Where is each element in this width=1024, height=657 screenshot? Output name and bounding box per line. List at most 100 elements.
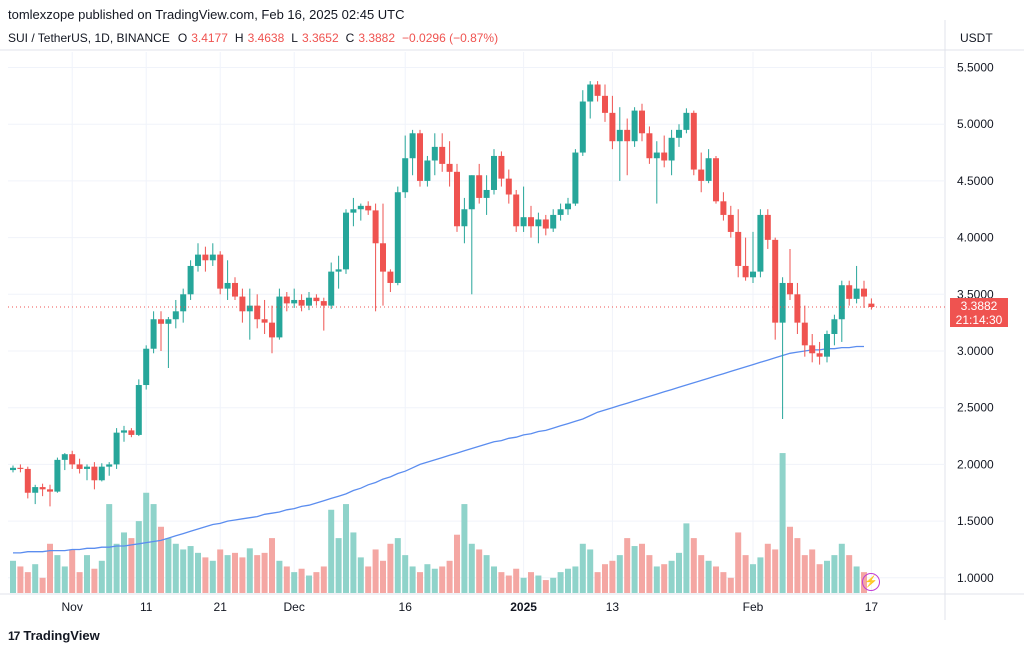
volume-bar — [84, 555, 90, 593]
candle-body — [224, 282, 231, 289]
last-price-tag: 3.3882 21:14:30 — [950, 298, 1008, 327]
candle-body — [328, 271, 335, 306]
volume-bar — [616, 555, 623, 593]
volume-bar — [853, 566, 860, 593]
candle-body — [705, 158, 712, 181]
candle-body — [365, 205, 372, 211]
candle-body — [483, 189, 490, 198]
volume-bar — [824, 560, 830, 593]
candle-body — [84, 466, 90, 469]
volume-bar — [135, 521, 142, 593]
volume-bar — [846, 555, 853, 593]
low-value: 3.3652 — [301, 31, 339, 45]
candle-body — [106, 464, 113, 467]
volume-bar — [661, 564, 668, 593]
candle-body — [409, 133, 416, 159]
volume-bar — [609, 560, 616, 593]
volume-bar — [357, 557, 364, 593]
high-label: H — [234, 31, 244, 45]
volume-bar — [121, 532, 127, 593]
volume-bar — [91, 568, 98, 593]
y-tick-label: 1.5000 — [957, 514, 994, 528]
x-tick-label: Nov — [62, 600, 83, 614]
y-tick-label: 1.0000 — [957, 571, 994, 585]
candle-body — [565, 203, 571, 210]
candle-body — [209, 254, 216, 261]
volume-bar — [624, 538, 631, 593]
volume-bar — [409, 566, 416, 593]
volume-bar — [261, 552, 268, 593]
volume-bar — [98, 560, 105, 593]
flash-icon[interactable]: ⚡ — [862, 573, 880, 591]
candle-body — [587, 84, 594, 102]
candle-body — [535, 219, 542, 227]
symbol-label[interactable]: SUI / TetherUS, 1D, BINANCE — [8, 31, 170, 45]
candle-body — [39, 487, 46, 490]
candle-body — [594, 84, 601, 96]
volume-bar — [17, 566, 24, 593]
candle-body — [476, 175, 483, 198]
volume-bar — [158, 526, 164, 593]
x-tick-label: 13 — [606, 600, 620, 614]
candle-body — [135, 385, 142, 435]
volume-bar — [24, 572, 31, 593]
volume-bar — [328, 509, 335, 593]
candle-body — [172, 311, 179, 320]
candle-body — [764, 214, 771, 240]
candle-body — [143, 348, 150, 386]
candle-body — [446, 163, 453, 172]
volume-bar — [727, 577, 734, 593]
candle-body — [380, 243, 386, 272]
x-tick-label: 11 — [140, 600, 153, 614]
volume-bar — [150, 504, 157, 593]
volume-bar — [113, 543, 120, 593]
candle-body — [306, 297, 312, 306]
candle-body — [505, 178, 512, 195]
candle-body — [557, 209, 564, 215]
volume-bar — [735, 532, 742, 593]
volume-bar — [180, 549, 187, 593]
candle-body — [439, 146, 446, 164]
volume-bar — [232, 552, 238, 593]
currency-label[interactable]: USDT — [960, 31, 993, 45]
volume-bar — [579, 543, 586, 593]
candle-body — [17, 467, 24, 469]
candle-body — [357, 205, 364, 210]
volume-bar — [298, 568, 305, 593]
volume-bar — [387, 543, 394, 593]
volume-bar — [76, 572, 83, 593]
volume-bar — [195, 552, 201, 593]
candle-body — [320, 301, 327, 306]
volume-bar — [446, 560, 453, 593]
candle-body — [661, 152, 668, 161]
volume-bar — [269, 538, 275, 593]
y-tick-label: 2.0000 — [957, 457, 994, 471]
candle-body — [10, 467, 16, 471]
candle-body — [431, 146, 438, 161]
candle-body — [54, 459, 61, 492]
candle-body — [372, 210, 379, 244]
volume-bar — [772, 549, 779, 593]
bar-countdown: 21:14:30 — [955, 313, 1003, 327]
volume-bar — [468, 543, 475, 593]
volume-bar — [224, 555, 231, 593]
candle-body — [831, 319, 838, 334]
candle-body — [853, 288, 860, 299]
y-tick-label: 3.0000 — [957, 344, 994, 358]
candle-body — [76, 464, 83, 469]
candle-body — [668, 137, 675, 161]
candle-body — [313, 297, 320, 302]
volume-bar — [631, 546, 638, 593]
candle-body — [24, 468, 31, 493]
y-tick-label: 5.5000 — [957, 61, 994, 75]
candle-body — [727, 214, 734, 232]
x-tick-label: Feb — [743, 600, 764, 614]
last-price-value: 3.3882 — [960, 299, 998, 313]
candle-body — [846, 285, 853, 299]
volume-bar — [476, 549, 483, 593]
volume-bar — [320, 566, 327, 593]
volume-bar — [491, 566, 497, 593]
candle-body — [816, 353, 823, 357]
